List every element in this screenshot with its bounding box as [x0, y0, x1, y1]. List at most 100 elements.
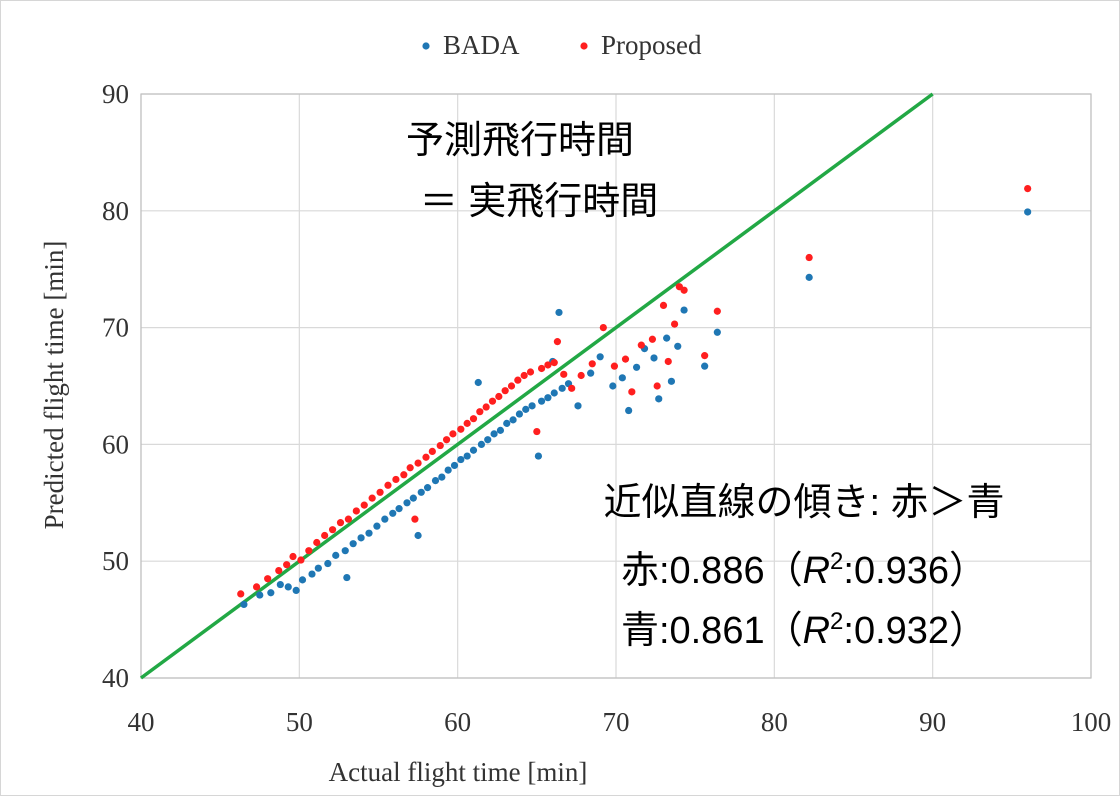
data-point-bada [574, 402, 582, 410]
data-point-proposed [442, 436, 451, 444]
data-point-bada [655, 395, 663, 403]
data-point-bada [267, 589, 275, 597]
legend: BADA Proposed [422, 30, 702, 60]
points-layer [237, 185, 1032, 609]
data-point-bada [701, 362, 709, 370]
y-tick-label: 40 [102, 663, 129, 693]
data-point-bada [609, 382, 617, 390]
data-point-bada [503, 419, 511, 427]
data-point-bada [496, 426, 505, 434]
data-point-bada [438, 473, 446, 481]
data-point-bada [431, 477, 440, 485]
data-point-proposed [368, 494, 376, 502]
x-tick-label: 100 [1071, 707, 1112, 737]
x-tick-label: 80 [761, 707, 788, 737]
data-point-proposed [305, 547, 313, 555]
data-point-bada [555, 308, 563, 317]
data-point-bada [343, 573, 351, 582]
data-point-bada [256, 591, 264, 599]
data-point-proposed [352, 507, 360, 515]
annotation-blue-fit: 青:0.861（R2:0.932） [621, 608, 987, 652]
x-tick-label: 50 [286, 707, 313, 737]
data-point-proposed [476, 408, 484, 416]
data-point-proposed [805, 253, 813, 262]
data-point-proposed [533, 427, 541, 436]
blue-fit-suffix: :0.932） [843, 610, 987, 652]
data-point-bada [240, 600, 248, 609]
data-point-bada [1024, 208, 1032, 216]
red-fit-superscript: 2 [830, 548, 843, 575]
data-point-bada [308, 570, 316, 578]
data-point-proposed [482, 403, 490, 411]
data-point-bada [444, 466, 452, 474]
y-tick-label: 70 [102, 313, 129, 343]
data-point-bada [284, 583, 292, 591]
data-point-proposed [664, 357, 672, 366]
data-point-bada [450, 461, 459, 470]
data-point-bada [663, 334, 671, 342]
data-point-proposed [526, 368, 535, 376]
data-point-proposed [568, 384, 576, 392]
data-point-proposed [514, 376, 522, 384]
data-point-proposed [422, 453, 430, 461]
data-point-proposed [414, 459, 422, 467]
data-point-bada [537, 397, 546, 405]
data-point-proposed [537, 364, 546, 373]
data-point-proposed [713, 307, 721, 315]
data-point-proposed [264, 575, 272, 583]
y-tick-label: 90 [102, 79, 129, 109]
data-point-proposed [297, 556, 305, 564]
data-point-bada [314, 564, 322, 572]
data-point-bada [528, 402, 536, 410]
data-point-bada [292, 586, 300, 595]
data-point-bada [389, 509, 397, 517]
annotation-slope-title: 近似直線の傾き: 赤＞青 [603, 482, 1004, 524]
data-point-proposed [360, 501, 368, 509]
data-point-bada [632, 363, 641, 371]
y-tick-label: 50 [102, 546, 129, 576]
red-fit-prefix: 赤:0.886（ [621, 550, 803, 592]
data-point-bada [477, 440, 486, 448]
data-point-proposed [553, 338, 562, 346]
data-point-bada [373, 522, 381, 530]
data-point-bada [550, 389, 558, 397]
data-point-proposed [520, 371, 528, 380]
data-point-proposed [275, 566, 283, 575]
annotation-line-label-1: 予測飛行時間 [406, 120, 634, 162]
x-axis-label: Actual flight time [min] [329, 757, 588, 787]
legend-label-proposed: Proposed [601, 30, 702, 60]
annotation-red-fit: 赤:0.886（R2:0.936） [621, 548, 987, 592]
reference-line-group [139, 92, 934, 680]
blue-fit-r-symbol: R [803, 610, 830, 652]
data-point-proposed [610, 362, 619, 370]
legend-label-bada: BADA [443, 30, 520, 60]
data-point-bada [414, 531, 422, 540]
axes: 40 50 60 70 80 90 100 40 50 60 70 80 90 [102, 79, 1111, 737]
data-point-bada [805, 273, 813, 281]
data-point-proposed [406, 464, 414, 472]
data-point-proposed [336, 519, 345, 527]
data-point-proposed [659, 301, 668, 310]
data-point-proposed [560, 370, 568, 378]
data-point-proposed [1024, 185, 1032, 193]
data-point-bada [365, 529, 373, 537]
data-point-bada [298, 576, 307, 584]
data-point-proposed [544, 361, 552, 369]
data-point-bada [667, 377, 676, 385]
data-point-bada [674, 342, 682, 350]
data-point-proposed [495, 392, 503, 401]
data-point-proposed [653, 382, 661, 390]
data-point-proposed [400, 471, 408, 479]
blue-fit-superscript: 2 [830, 608, 843, 635]
plot-area-border [140, 93, 1092, 679]
x-tick-label: 40 [128, 707, 155, 737]
y-tick-label: 60 [102, 429, 129, 459]
data-point-bada [349, 540, 357, 548]
data-point-proposed [648, 335, 657, 343]
annotation-line-label-2: ＝ 実飛行時間 [420, 181, 659, 223]
data-point-proposed [507, 382, 516, 390]
x-tick-label: 70 [603, 707, 630, 737]
x-tick-label: 90 [919, 707, 946, 737]
data-point-bada [625, 406, 633, 415]
